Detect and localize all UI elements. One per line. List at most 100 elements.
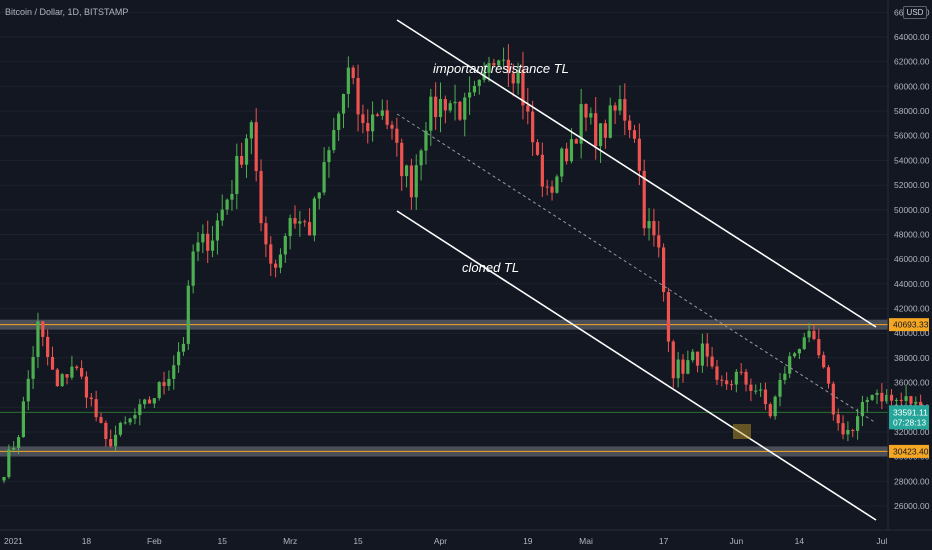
candle-body: [671, 341, 675, 379]
candle-body: [80, 368, 84, 377]
candle-body: [143, 399, 147, 405]
price-tick-label: 36000.00: [894, 378, 930, 388]
candle-body: [608, 105, 612, 138]
date-tick-label: 14: [795, 536, 805, 546]
candle-body: [434, 96, 438, 118]
candle-body: [875, 392, 879, 395]
candle-body: [889, 394, 894, 401]
date-tick-label: Feb: [147, 536, 162, 546]
candle-body: [322, 162, 326, 193]
candle-body: [75, 366, 79, 369]
candle-body: [356, 78, 360, 115]
candle-body: [118, 422, 122, 435]
candle-body: [501, 59, 506, 61]
candle-body: [157, 382, 161, 399]
candle-body: [885, 394, 889, 402]
candle-body: [860, 401, 865, 417]
candle-body: [31, 356, 35, 379]
candle-body: [759, 389, 763, 391]
candle-body: [598, 123, 603, 147]
candle-body: [802, 337, 806, 350]
candle-body: [201, 233, 205, 243]
candle-body: [346, 67, 350, 94]
candle-body: [380, 110, 384, 116]
chart-title: Bitcoin / Dollar, 1D, BITSTAMP: [5, 7, 129, 17]
price-tick-label: 46000.00: [894, 254, 930, 264]
candle-body: [899, 399, 903, 401]
candle-body: [152, 398, 156, 404]
time-axis[interactable]: 2021 18 Feb 15 Mrz 15 Apr 19 Mai 17 Jun 14 Jul: [4, 536, 887, 546]
candle-body: [210, 240, 215, 251]
candle-body: [220, 209, 224, 221]
candle-body: [666, 292, 671, 342]
candle-body: [99, 417, 103, 423]
candle-body: [2, 477, 6, 481]
candle-body: [186, 285, 190, 344]
candle-body: [695, 351, 700, 366]
candle-body: [618, 99, 622, 111]
candle-body: [443, 99, 447, 111]
candle-body: [404, 165, 409, 177]
candle-body: [856, 416, 860, 431]
candle-body: [84, 376, 89, 398]
candle-body: [332, 130, 336, 151]
candle-body: [293, 218, 297, 224]
candle-body: [550, 186, 554, 193]
candle-body: [312, 198, 316, 236]
candle-body: [259, 171, 263, 224]
candle-body: [812, 330, 816, 340]
candle-body: [400, 142, 404, 177]
candle-body: [700, 343, 704, 366]
candle-body: [414, 165, 418, 198]
candle-body: [472, 85, 477, 93]
candle-body: [390, 124, 394, 129]
date-tick-label: 18: [82, 536, 92, 546]
lower-level-tag: [889, 444, 929, 458]
price-tick-label: 38000.00: [894, 353, 930, 363]
price-axis[interactable]: 26000.0028000.0030000.0032000.0034000.00…: [894, 7, 930, 511]
candle-body: [463, 97, 467, 120]
date-tick-label: 19: [523, 536, 533, 546]
date-tick-label: 15: [218, 536, 228, 546]
candle-body: [167, 378, 171, 386]
candle-body: [123, 422, 127, 424]
candle-body: [264, 223, 268, 245]
candle-body: [477, 79, 481, 86]
candle-body: [560, 148, 564, 177]
candle-body: [317, 192, 321, 199]
candle-body: [637, 138, 641, 171]
candle-body: [274, 263, 278, 268]
candle-body: [584, 104, 588, 118]
mid-channel-line: [396, 113, 877, 424]
candle-body: [438, 99, 443, 118]
candle-body: [307, 222, 312, 236]
candle-body: [448, 103, 452, 111]
upper-level-tag: [889, 318, 929, 332]
candle-body: [623, 99, 627, 121]
candle-body: [574, 139, 578, 144]
candle-body: [50, 356, 55, 370]
price-tick-label: 58000.00: [894, 106, 930, 116]
candle-body: [215, 220, 219, 241]
candle-body: [288, 218, 292, 237]
candle-body: [375, 114, 380, 116]
candle-body: [419, 150, 423, 166]
candle-body: [768, 404, 772, 417]
price-tick-label: 60000.00: [894, 81, 930, 91]
currency-button[interactable]: USD: [903, 6, 927, 19]
candle-body: [104, 422, 108, 439]
grid: [0, 11, 888, 507]
date-tick-label: 15: [353, 536, 363, 546]
candle-body: [506, 59, 510, 74]
candle-body: [691, 351, 695, 361]
candle-body: [729, 384, 734, 386]
candle-body: [870, 394, 874, 400]
candle-body: [904, 396, 908, 401]
candle-body: [734, 371, 738, 385]
highlight-box: [733, 424, 751, 439]
candle-body: [55, 369, 59, 387]
candle-body: [545, 186, 549, 188]
date-tick-label: Apr: [434, 536, 447, 546]
